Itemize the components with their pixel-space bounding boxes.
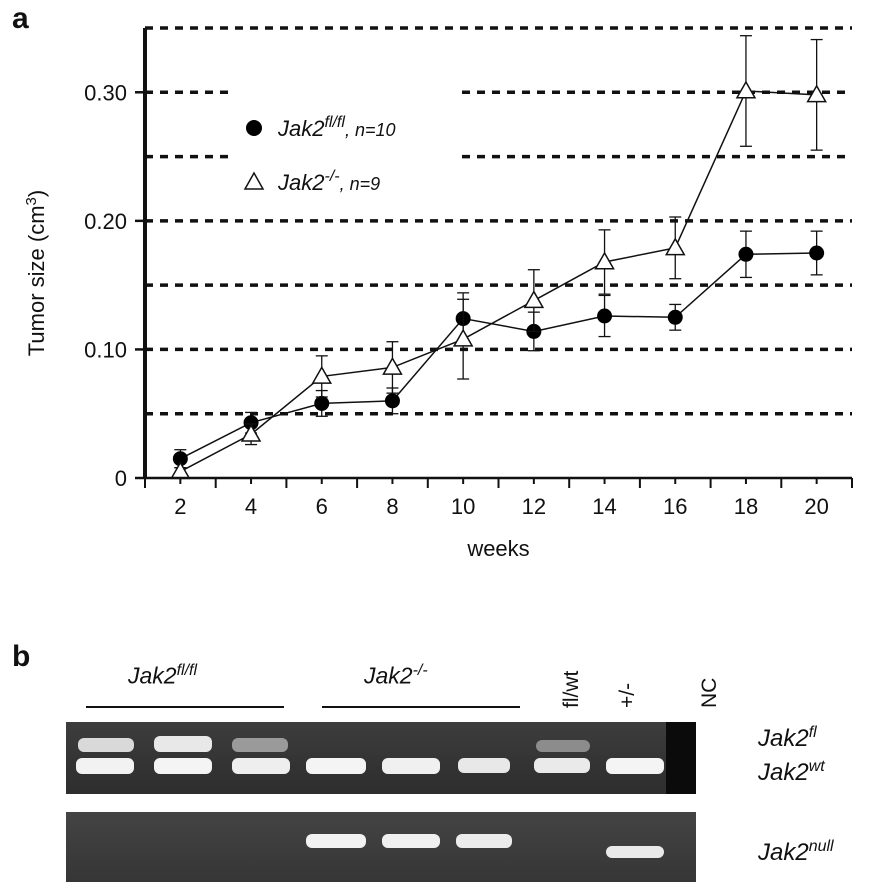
y-axis-label: Tumor size (cm3) [23,190,49,356]
band [534,758,590,773]
x-tick-label: 10 [451,494,475,519]
band-label-wt: Jak2wt [758,758,825,786]
data-point [311,365,333,384]
band [458,758,510,773]
band [456,834,512,848]
pcr-gel-panel: Jak2fl/fl Jak2-/- fl/wt +/- NC Jak2fl [0,640,874,894]
band [232,758,290,774]
series-line [180,90,817,473]
x-tick-label: 4 [245,494,257,519]
x-tick-label: 14 [592,494,616,519]
data-point [384,393,400,409]
x-tick-label: 12 [522,494,546,519]
x-tick-label: 2 [174,494,186,519]
data-point [240,423,262,442]
group-label-jak2-null: Jak2-/- [364,662,428,689]
series-layer [170,35,827,480]
lane-label-flwt: fl/wt [560,670,583,708]
data-point [735,80,757,99]
data-point [382,356,403,375]
panel-b-label: b [12,640,31,673]
axes: 0 0.10 0.20 0.30 2 4 6 8 10 12 14 16 18 20 weeks Tumor … [23,28,853,560]
lane-label-het: +/- [616,682,639,708]
band [154,758,212,774]
legend-label: Jak2-/-, n=9 [277,168,380,195]
x-tick-label: 8 [386,494,398,519]
gel-dark-lane [666,722,696,794]
legend-marker [246,120,262,136]
legend: Jak2fl/fl, n=10 Jak2-/-, n=9 [243,114,395,195]
group-label-jak2-flfl: Jak2fl/fl [128,662,198,689]
data-point [738,246,754,262]
legend-marker [243,171,265,190]
data-point [664,237,686,256]
x-tick-label: 6 [316,494,328,519]
band-label-null: Jak2null [758,838,834,866]
panel-a-label: a [12,2,29,35]
band [606,846,664,858]
data-point [170,461,191,480]
data-point [594,251,615,270]
data-point [597,308,613,324]
band [606,758,664,774]
band [382,758,440,774]
band [536,740,590,752]
data-point [314,395,330,411]
group-line-jak2-flfl [86,706,284,708]
data-point [667,309,683,325]
gridlines [145,26,852,416]
legend-label: Jak2fl/fl, n=10 [277,114,395,141]
y-tick-label: 0.20 [84,209,127,234]
gel-image-bottom [66,812,696,882]
band [76,758,134,774]
gel-image-top [66,722,696,794]
x-tick-label: 20 [804,494,828,519]
band [232,738,288,752]
data-point [452,328,474,347]
x-tick-label: 16 [663,494,687,519]
band [154,736,212,752]
data-point [809,245,825,261]
data-point [172,451,188,467]
x-tick-label: 18 [734,494,758,519]
band [78,738,134,752]
y-tick-label: 0.30 [84,80,127,105]
data-point [243,415,259,431]
lane-label-nc: NC [698,677,721,708]
series-line [180,252,817,460]
y-tick-label: 0 [115,466,127,491]
group-line-jak2-null [322,706,520,708]
tumor-size-chart: 0 0.10 0.20 0.30 2 4 6 8 10 12 14 16 18 20 weeks Tumor … [23,26,853,560]
band [306,834,366,848]
x-axis-label: weeks [466,536,529,560]
y-tick-label: 0.10 [84,337,127,362]
band-label-fl: Jak2fl [758,724,817,752]
data-point [806,84,827,103]
data-point [523,290,545,309]
band [306,758,366,774]
band [382,834,440,848]
